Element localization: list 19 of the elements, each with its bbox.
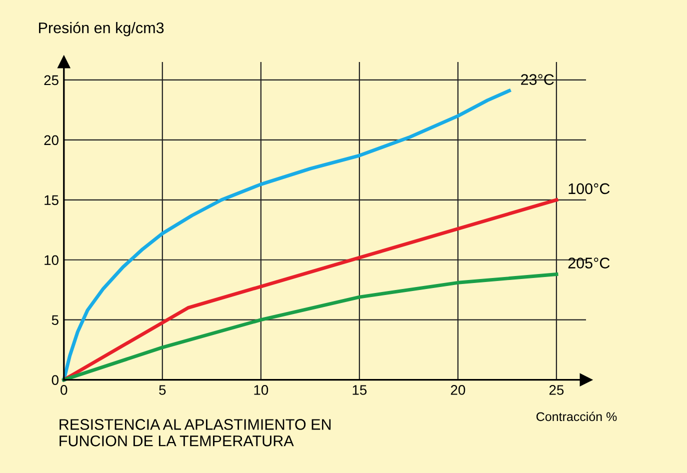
- y-axis-title: Presión en kg/cm3: [39, 22, 164, 36]
- x-axis-title: Contracción %: [536, 412, 617, 422]
- x-tick-label: 10: [254, 385, 268, 395]
- y-tick-label: 20: [44, 135, 58, 146]
- line-series: [62, 89, 511, 382]
- y-tick-label: 0: [52, 375, 58, 385]
- y-tick-label: 5: [52, 315, 58, 326]
- y-tick-label: 10: [44, 255, 58, 266]
- y-tick-label: 15: [44, 195, 58, 206]
- x-tick-label: 5: [159, 385, 166, 395]
- line-series: [62, 272, 558, 382]
- series-label: 205°C: [568, 258, 610, 268]
- x-tick-label: 0: [60, 385, 68, 395]
- series-label: 100°C: [568, 183, 610, 194]
- text: RESISTENCIA AL APLASTIMIENTO EN FUNCION DE LA TEMPERATURA: [60, 419, 331, 446]
- x-tick-label: 20: [450, 385, 466, 395]
- y-tick-label: 25: [44, 75, 58, 86]
- x-tick-label: 15: [352, 385, 367, 395]
- x-tick-label: 25: [549, 385, 564, 395]
